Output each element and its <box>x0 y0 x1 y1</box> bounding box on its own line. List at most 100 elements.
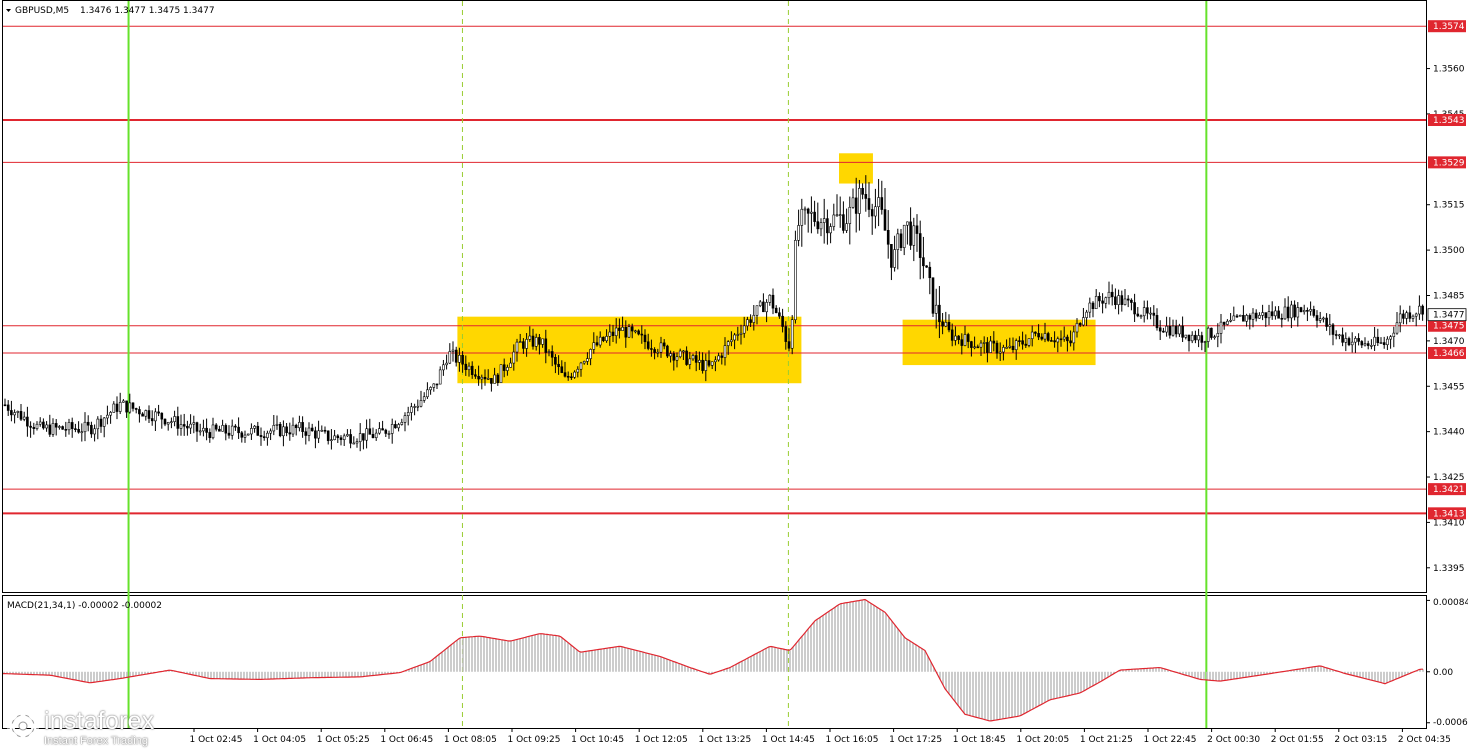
candle-body <box>1328 324 1332 327</box>
candle-body <box>493 374 496 384</box>
candle-body <box>285 426 288 433</box>
candle-body <box>384 429 388 434</box>
candle-body <box>160 412 164 420</box>
time-tick-label: 1 Oct 18:45 <box>953 735 1006 745</box>
candle-body <box>710 361 714 366</box>
candle-body <box>1363 343 1367 346</box>
candle-body <box>451 349 455 352</box>
macd-title: MACD(21,34,1) -0.00002 -0.00002 <box>7 601 162 611</box>
candle-body <box>973 346 976 349</box>
time-tick-label: 1 Oct 08:05 <box>444 735 497 745</box>
candle-body <box>230 425 234 436</box>
candle-body <box>547 351 551 353</box>
watermark-logo: instaforex Instant Forex Trading <box>0 705 180 750</box>
candle-body <box>1030 331 1034 339</box>
candle-body <box>1261 312 1264 316</box>
candle-body <box>1094 295 1098 310</box>
candle-body <box>794 240 797 321</box>
candle-body <box>70 422 74 429</box>
candle-body <box>864 194 868 199</box>
candle-body <box>1034 331 1037 334</box>
time-tick-label: 1 Oct 12:05 <box>635 735 688 745</box>
candle-body <box>1235 315 1239 318</box>
candle-body <box>1114 296 1117 305</box>
candle-body <box>726 341 730 346</box>
candle-body <box>1165 325 1168 333</box>
candle-body <box>746 319 749 327</box>
candle-body <box>182 424 186 427</box>
price-tag-bg <box>1428 20 1466 33</box>
candle-body <box>634 330 637 333</box>
candle-body <box>880 197 884 210</box>
candle-body <box>170 421 173 423</box>
ohlc-readout: 1.3476 1.3477 1.3475 1.3477 <box>80 6 215 16</box>
candle-body <box>1206 327 1210 342</box>
candle-body <box>179 424 183 429</box>
candle-body <box>54 423 58 428</box>
candle-body <box>1296 307 1300 318</box>
candle-body <box>464 363 468 371</box>
candle-body <box>608 331 612 337</box>
symbol-dropdown-icon[interactable] <box>6 9 11 12</box>
candle-body <box>342 435 346 440</box>
candle-body <box>970 341 973 348</box>
candle-body <box>186 425 189 429</box>
candle-body <box>208 432 212 439</box>
candle-body <box>928 266 932 279</box>
candle-body <box>106 414 109 419</box>
candle-body <box>262 436 266 439</box>
candle-body <box>902 224 906 248</box>
candle-body <box>698 359 701 363</box>
candle-body <box>1155 315 1159 329</box>
candle-body <box>538 337 541 345</box>
candle-body <box>640 333 644 336</box>
candle-body <box>80 431 84 434</box>
candles-layer <box>3 175 1424 452</box>
candle-body <box>678 350 682 358</box>
candle-body <box>147 410 151 419</box>
candle-body <box>422 396 426 401</box>
candle-body <box>922 257 925 267</box>
candle-body <box>1210 327 1213 338</box>
price-tag-label: 1.3543 <box>1433 116 1465 126</box>
candle-body <box>614 327 618 336</box>
candle-body <box>960 339 964 346</box>
candle-body <box>694 355 698 363</box>
candle-body <box>1219 321 1223 334</box>
candle-body <box>314 430 317 439</box>
candle-body <box>611 331 615 336</box>
candle-body <box>714 359 717 363</box>
candle-body <box>912 225 916 246</box>
candle-body <box>426 389 429 398</box>
candle-body <box>307 427 311 436</box>
candle-body <box>1024 343 1028 346</box>
candle-body <box>1178 325 1181 335</box>
price-tag-label: 1.3529 <box>1433 158 1465 168</box>
candle-body <box>1338 334 1341 337</box>
price-tag-bg <box>1428 507 1466 520</box>
candle-body <box>16 411 20 413</box>
price-tag-bg <box>1428 114 1466 126</box>
candle-body <box>1136 313 1140 317</box>
candle-body <box>1040 336 1044 340</box>
time-tick-label: 1 Oct 16:05 <box>826 735 879 745</box>
price-tick-label: 1.3515 <box>1433 201 1465 211</box>
time-tick-label: 1 Oct 20:05 <box>1016 735 1069 745</box>
candle-body <box>563 372 567 377</box>
candle-body <box>1322 317 1325 320</box>
candle-body <box>294 424 298 429</box>
candle-body <box>266 432 269 439</box>
candle-body <box>982 342 986 344</box>
candle-body <box>250 428 253 435</box>
time-tick-label: 1 Oct 21:25 <box>1080 735 1133 745</box>
candle-body <box>739 332 743 335</box>
candle-body <box>218 428 221 432</box>
candle-body <box>915 225 919 234</box>
time-axis: 1 Oct 02:45 1 Oct 04:05 1 Oct 05:25 1 Oct 0… <box>190 728 1451 745</box>
candle-body <box>1398 313 1402 324</box>
candle-body <box>1325 317 1328 327</box>
candle-body <box>352 442 356 445</box>
candle-body <box>1011 345 1015 351</box>
candle-body <box>22 416 26 420</box>
candle-body <box>176 416 180 429</box>
